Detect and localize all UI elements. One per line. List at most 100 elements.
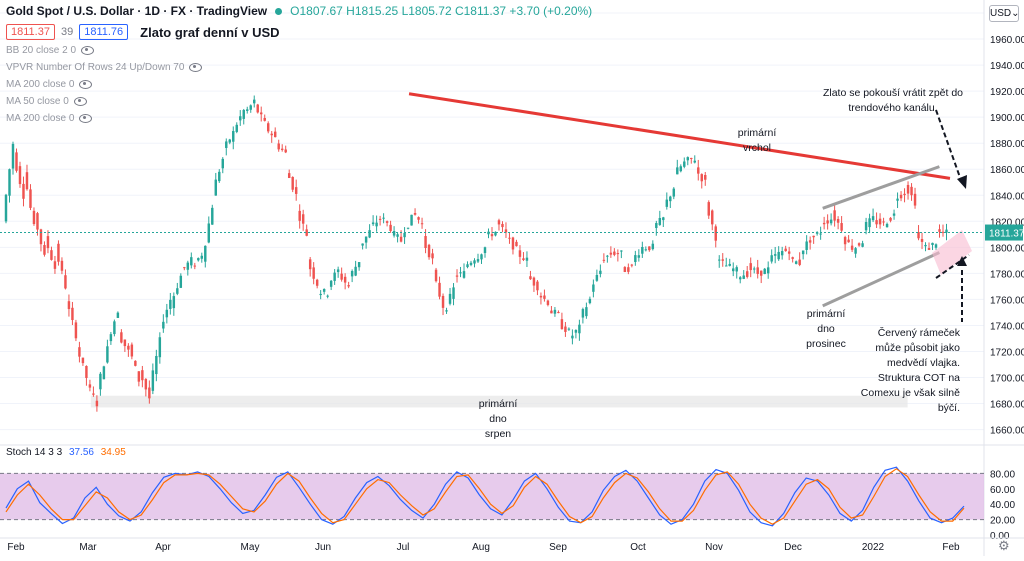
candle-body bbox=[707, 202, 710, 216]
candle-body bbox=[752, 268, 756, 270]
spread-value: 39 bbox=[60, 26, 74, 38]
candle-body bbox=[773, 254, 777, 256]
candle-body bbox=[704, 175, 707, 180]
candle-body bbox=[679, 166, 683, 172]
candle-body bbox=[878, 218, 882, 225]
eye-icon[interactable] bbox=[79, 113, 93, 123]
eye-icon[interactable] bbox=[189, 62, 203, 72]
candle-body bbox=[438, 282, 441, 297]
candle-body bbox=[200, 255, 204, 259]
candle-body bbox=[592, 284, 595, 292]
annotation-text: Comexu je však silně bbox=[861, 387, 960, 399]
candle-body bbox=[892, 213, 896, 216]
candle-body bbox=[326, 295, 329, 297]
candle-body bbox=[389, 224, 392, 232]
candle-body bbox=[651, 243, 655, 250]
annotation-text: srpen bbox=[485, 428, 511, 440]
candle-body bbox=[613, 251, 616, 255]
candle-body bbox=[889, 217, 892, 221]
candle-body bbox=[578, 324, 581, 334]
candle-body bbox=[469, 262, 473, 265]
candle-body bbox=[183, 267, 186, 269]
time-tick-label: 2022 bbox=[862, 542, 885, 553]
symbol-title[interactable]: Gold Spot / U.S. Dollar · 1D · FX · Trad… bbox=[6, 4, 268, 18]
stoch-tick-label: 60.00 bbox=[990, 485, 1015, 496]
candle-body bbox=[805, 241, 808, 250]
price-tick-label: 1700.00 bbox=[990, 374, 1024, 385]
annotation-text: primární bbox=[738, 127, 777, 139]
ask-price-box[interactable]: 1811.76 bbox=[79, 24, 129, 40]
candle-body bbox=[392, 231, 396, 236]
price-tick-label: 1840.00 bbox=[990, 191, 1024, 202]
candle-body bbox=[906, 184, 910, 194]
candle-body bbox=[787, 251, 791, 254]
eye-icon[interactable] bbox=[81, 45, 95, 55]
arrow-head-2 bbox=[957, 256, 967, 266]
candle-body bbox=[697, 167, 700, 174]
candle-body bbox=[745, 271, 749, 277]
candle-body bbox=[833, 210, 836, 221]
candle-body bbox=[864, 221, 868, 231]
candle-body bbox=[441, 295, 445, 308]
time-tick-label: May bbox=[241, 542, 260, 553]
candle-body bbox=[490, 234, 494, 237]
candle-body bbox=[504, 229, 508, 233]
candle-body bbox=[78, 347, 81, 357]
stoch-label[interactable]: Stoch 14 3 3 bbox=[6, 447, 63, 458]
candle-body bbox=[536, 281, 539, 291]
candle-body bbox=[410, 214, 413, 226]
indicator-vpvr[interactable]: VPVR Number Of Rows 24 Up/Down 70 bbox=[6, 62, 203, 73]
candle-body bbox=[99, 373, 102, 390]
candle-body bbox=[634, 255, 637, 262]
candle-body bbox=[277, 143, 280, 150]
time-tick-label: Sep bbox=[549, 542, 567, 553]
eye-icon[interactable] bbox=[79, 79, 93, 89]
candle-body bbox=[305, 229, 308, 236]
price-tick-label: 1760.00 bbox=[990, 295, 1024, 306]
candle-body bbox=[256, 104, 259, 113]
bid-price-box[interactable]: 1811.37 bbox=[6, 24, 55, 40]
candle-body bbox=[564, 326, 567, 332]
indicator-ma-50[interactable]: MA 50 close 0 bbox=[6, 96, 87, 107]
indicator-ma-200-b[interactable]: MA 200 close 0 bbox=[6, 113, 93, 124]
price-tick-label: 1800.00 bbox=[990, 243, 1024, 254]
candle-body bbox=[627, 267, 630, 272]
candle-body bbox=[364, 236, 368, 243]
time-tick-label: Jun bbox=[315, 542, 331, 553]
candle-body bbox=[308, 259, 312, 270]
candle-body bbox=[46, 236, 50, 249]
annotation-text: primární bbox=[479, 398, 518, 410]
candle-body bbox=[165, 309, 169, 318]
indicator-ma-200-a[interactable]: MA 200 close 0 bbox=[6, 79, 93, 90]
candle-body bbox=[662, 217, 665, 221]
time-tick-label: Dec bbox=[784, 542, 802, 553]
currency-select[interactable]: USD⌄ bbox=[989, 5, 1020, 22]
annotation-text: dno bbox=[489, 413, 507, 425]
candle-body bbox=[53, 261, 57, 269]
candle-body bbox=[529, 276, 532, 280]
candle-body bbox=[749, 263, 752, 271]
eye-icon[interactable] bbox=[73, 96, 87, 106]
candle-body bbox=[630, 264, 634, 266]
gear-icon[interactable]: ⚙ bbox=[998, 538, 1010, 553]
candle-body bbox=[602, 259, 606, 261]
candle-body bbox=[690, 157, 693, 159]
candle-body bbox=[518, 250, 522, 257]
candle-body bbox=[172, 296, 176, 309]
candle-body bbox=[483, 247, 487, 254]
chart-title: Zlato graf denní v USD bbox=[140, 24, 280, 40]
indicator-bb[interactable]: BB 20 close 2 0 bbox=[6, 45, 95, 56]
candle-body bbox=[123, 339, 127, 347]
candle-body bbox=[560, 319, 564, 330]
candle-body bbox=[941, 231, 945, 233]
candle-body bbox=[50, 250, 53, 260]
candle-body bbox=[11, 143, 15, 169]
candle-body bbox=[543, 295, 546, 299]
candle-body bbox=[546, 300, 550, 305]
stoch-k-value: 37.56 bbox=[68, 447, 94, 458]
candle-body bbox=[725, 265, 728, 267]
candle-body bbox=[766, 267, 770, 274]
